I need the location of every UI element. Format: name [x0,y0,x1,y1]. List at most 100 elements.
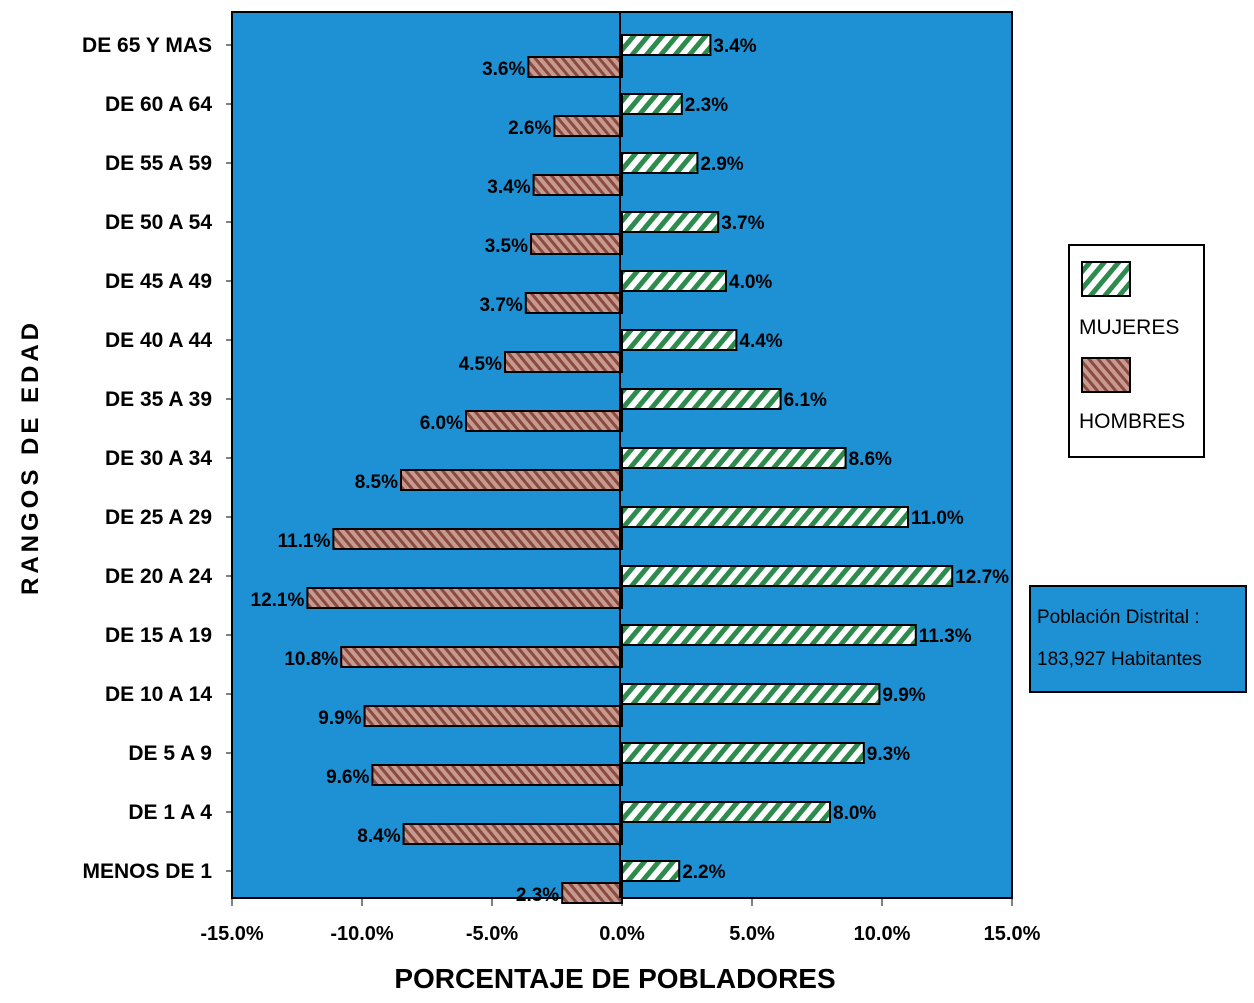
category-label: DE 65 Y MAS [82,34,212,57]
category-label: DE 55 A 59 [105,152,212,175]
data-label-mujeres: 2.9% [700,154,743,175]
series-mujeres [621,34,954,882]
data-label-hombres: 3.5% [485,236,528,257]
data-label-mujeres: 3.4% [713,36,756,57]
data-label-mujeres: 4.4% [739,331,782,352]
data-labels: 3.4% 3.6% 2.3% 2.6% 2.9% 3.4% 3.7% 3.5% 4.0% 3.7%… [251,36,1010,906]
x-tick-label: -10.0% [330,923,394,945]
bar-hombres [465,410,623,432]
data-label-mujeres: 2.2% [682,862,725,883]
data-label-hombres: 6.0% [420,413,463,434]
data-label-mujeres: 2.3% [685,95,728,116]
x-tick-label: 15.0% [984,923,1041,945]
data-label-hombres: 12.1% [251,590,305,611]
bar-mujeres [621,801,831,823]
category-label: DE 1 A 4 [128,801,212,824]
bar-mujeres [621,683,881,705]
bar-mujeres [621,860,681,882]
population-annotation: Población Distrital : 183,927 Habitantes [1029,585,1247,693]
category-label: DE 15 A 19 [105,624,212,647]
bar-mujeres [621,506,909,528]
bar-mujeres [621,152,699,174]
bar-mujeres [621,447,847,469]
bar-hombres [371,764,623,786]
data-label-mujeres: 9.9% [882,685,925,706]
data-label-hombres: 3.7% [479,295,522,316]
bar-hombres [527,56,624,78]
bar-mujeres [621,270,727,292]
y-axis-title: RANGOS DE EDAD [17,319,44,595]
bar-hombres [524,292,623,314]
category-label: DE 35 A 39 [105,388,212,411]
bar-hombres [561,882,624,904]
bar-mujeres [621,565,954,587]
bar-hombres [532,174,623,196]
data-label-hombres: 8.5% [355,472,398,493]
data-label-hombres: 3.4% [487,177,530,198]
legend-swatch-mujeres [1081,261,1131,297]
category-label: DE 50 A 54 [105,211,212,234]
x-tick-label: 0.0% [599,923,645,945]
data-label-hombres: 3.6% [482,59,525,80]
data-label-hombres: 2.6% [508,118,551,139]
category-label: DE 30 A 34 [105,447,212,470]
bar-hombres [402,823,623,845]
data-label-mujeres: 3.7% [721,213,764,234]
legend-box [1068,244,1205,458]
data-label-hombres: 4.5% [459,354,502,375]
x-tick-label: -5.0% [466,923,518,945]
data-label-hombres: 11.1% [278,531,331,552]
bar-hombres [400,469,623,491]
data-label-hombres: 9.6% [326,767,369,788]
data-label-hombres: 9.9% [318,708,361,729]
category-label: DE 10 A 14 [105,683,212,706]
category-label: DE 20 A 24 [105,565,212,588]
bar-hombres [332,528,623,550]
bar-hombres [306,587,623,609]
bar-hombres [340,646,623,668]
data-label-hombres: 8.4% [357,826,400,847]
bar-mujeres [621,329,738,351]
bar-hombres [530,233,623,255]
x-tick-label: -15.0% [200,923,264,945]
data-label-mujeres: 11.0% [911,508,964,529]
x-axis-title: PORCENTAJE DE POBLADORES [394,963,835,994]
legend-label-hombres: HOMBRES [1079,410,1185,433]
category-labels: DE 65 Y MAS DE 60 A 64 DE 55 A 59 DE 50 A 5… [82,34,232,883]
bar-mujeres [621,742,865,764]
legend: MUJERES HOMBRES [1068,244,1205,458]
bar-hombres [363,705,623,727]
x-axis-ticks: -15.0% -10.0% -5.0% 0.0% 5.0% 10.0% 15.0% [200,898,1041,945]
bar-mujeres [621,388,782,410]
series-hombres [306,56,624,904]
category-label: MENOS DE 1 [82,860,212,883]
annotation-box [1029,585,1247,693]
category-label: DE 5 A 9 [128,742,212,765]
data-label-hombres: 10.8% [284,649,338,670]
data-label-mujeres: 8.0% [833,803,876,824]
data-label-mujeres: 11.3% [919,626,972,647]
data-label-mujeres: 4.0% [729,272,772,293]
data-label-mujeres: 6.1% [784,390,827,411]
category-label: DE 25 A 29 [105,506,212,529]
bar-mujeres [621,624,917,646]
bar-mujeres [621,211,720,233]
data-label-mujeres: 8.6% [849,449,892,470]
x-tick-label: 10.0% [854,923,911,945]
annotation-line-2: 183,927 Habitantes [1037,649,1202,670]
category-label: DE 40 A 44 [105,329,212,352]
category-label: DE 45 A 49 [105,270,212,293]
bar-hombres [504,351,623,373]
annotation-line-1: Población Distrital : [1037,607,1200,628]
legend-swatch-hombres [1081,357,1131,393]
category-label: DE 60 A 64 [105,93,212,116]
data-label-hombres: 2.3% [516,885,559,906]
data-label-mujeres: 9.3% [867,744,910,765]
legend-label-mujeres: MUJERES [1079,316,1179,339]
bar-hombres [553,115,624,137]
bar-mujeres [621,93,683,115]
bar-mujeres [621,34,712,56]
data-label-mujeres: 12.7% [955,567,1009,588]
x-tick-label: 5.0% [729,923,775,945]
